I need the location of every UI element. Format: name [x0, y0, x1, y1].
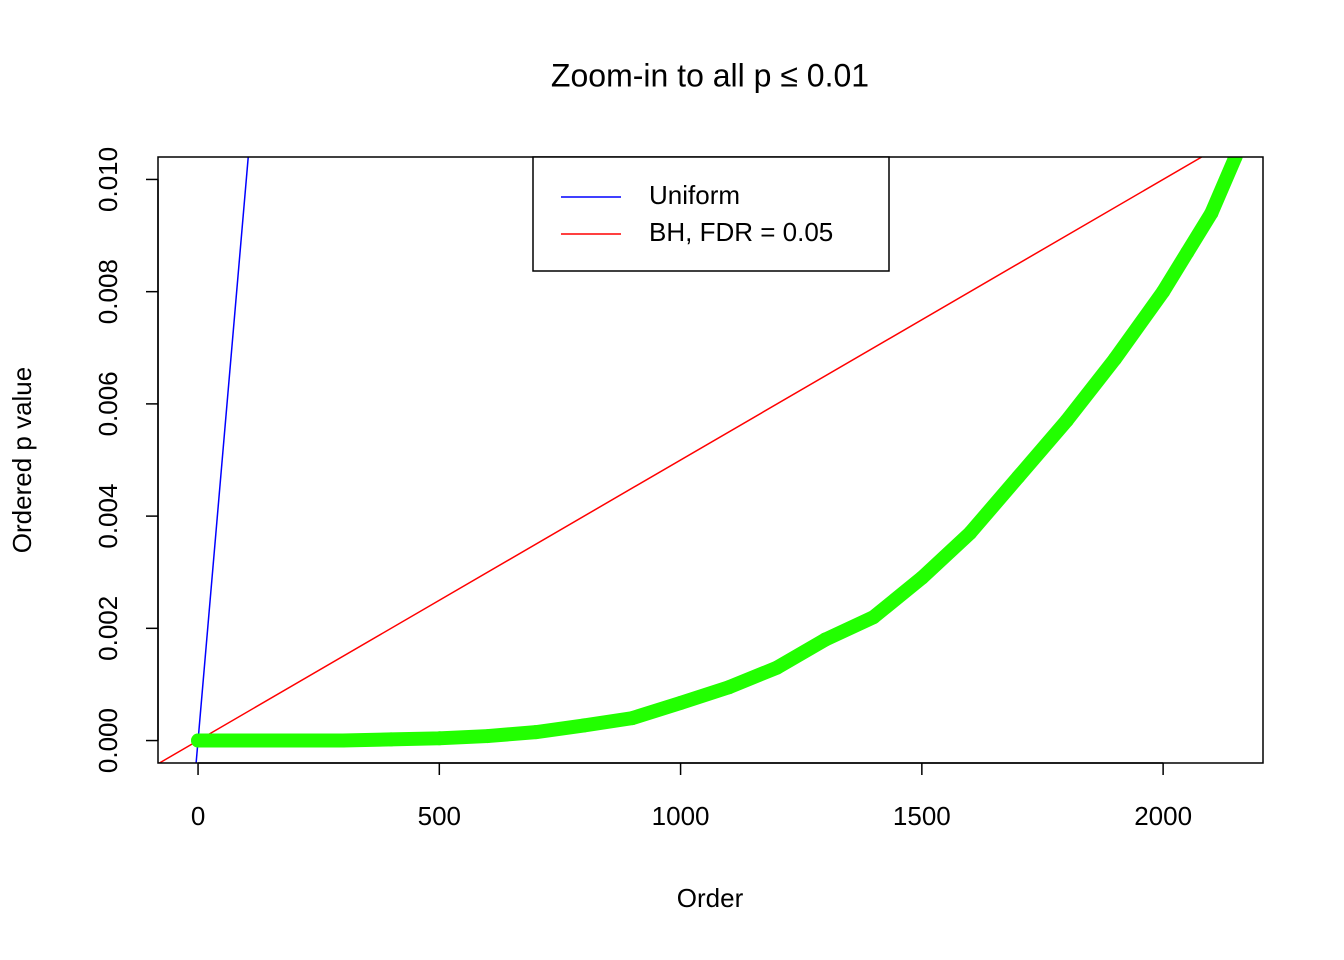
point — [1011, 469, 1026, 484]
point — [625, 711, 640, 726]
x-tick-label: 1500 — [893, 801, 951, 831]
point-trail — [191, 157, 1243, 748]
point — [818, 632, 833, 647]
point — [432, 731, 447, 746]
point — [721, 680, 736, 695]
plot-area — [159, 157, 1243, 763]
line — [159, 157, 1203, 763]
x-axis-label: Order — [677, 883, 744, 913]
point — [914, 570, 929, 585]
point — [480, 729, 495, 744]
x-tick-label: 500 — [418, 801, 461, 831]
x-tick-label: 2000 — [1134, 801, 1192, 831]
legend-label: Uniform — [649, 180, 740, 210]
legend-label: BH, FDR = 0.05 — [649, 217, 833, 247]
point — [191, 733, 206, 748]
y-tick-label: 0.000 — [93, 708, 123, 773]
y-tick-label: 0.002 — [93, 596, 123, 661]
point — [963, 525, 978, 540]
point — [673, 695, 688, 710]
point — [287, 733, 302, 748]
y-tick-label: 0.010 — [93, 147, 123, 212]
point — [1228, 157, 1243, 164]
point — [1107, 352, 1122, 366]
point — [1156, 284, 1171, 299]
point — [384, 732, 399, 747]
point — [335, 733, 350, 748]
point — [1204, 206, 1219, 221]
line — [195, 157, 249, 763]
y-tick-label: 0.004 — [93, 484, 123, 549]
point — [239, 733, 254, 748]
x-tick-label: 1000 — [652, 801, 710, 831]
legend-box — [532, 156, 890, 272]
point — [577, 718, 592, 733]
point — [1180, 245, 1195, 260]
chart-title: Zoom-in to all p ≤ 0.01 — [551, 57, 869, 93]
point — [770, 660, 785, 675]
point — [866, 610, 881, 625]
y-tick-label: 0.008 — [93, 259, 123, 324]
point — [1059, 413, 1074, 428]
point — [528, 725, 543, 740]
y-axis-label: Ordered p value — [7, 367, 37, 553]
x-tick-label: 0 — [191, 801, 205, 831]
y-tick-label: 0.006 — [93, 371, 123, 436]
